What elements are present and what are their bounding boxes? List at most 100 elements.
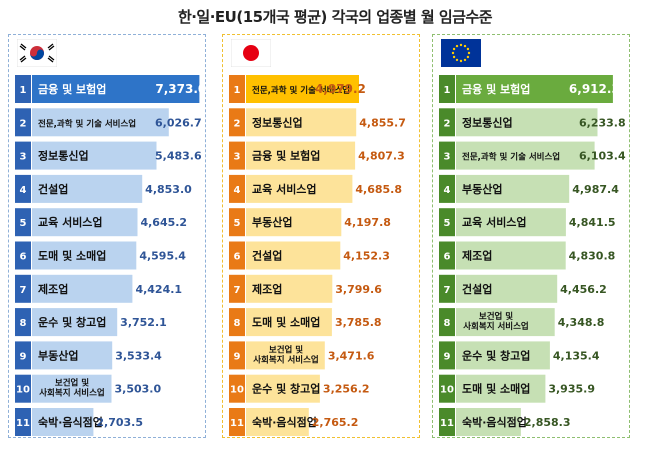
category-label: 전문,과학 및 기술 서비스업 — [252, 85, 350, 96]
rank-label: 7 — [444, 285, 451, 296]
bar — [456, 341, 550, 370]
value-label: 4,348.8 — [558, 316, 605, 329]
rank-label: 2 — [444, 118, 451, 129]
value-label: 6,026.7 — [155, 116, 202, 129]
category-label: 교육 서비스업 — [38, 215, 103, 229]
bar — [246, 174, 353, 203]
eu-flag-icon — [441, 39, 481, 67]
chart-title: 한·일·EU(15개국 평균) 각국의 업종별 월 임금수준 — [177, 8, 493, 26]
rank-box — [229, 75, 245, 103]
value-label: 4,685.8 — [355, 183, 402, 196]
bar — [246, 141, 356, 170]
rank-label: 3 — [234, 152, 241, 163]
bar — [32, 408, 94, 436]
bar — [246, 208, 342, 237]
value-label: 4,855.7 — [359, 116, 406, 129]
rank-label: 7 — [234, 285, 241, 296]
rank-label: 7 — [20, 285, 27, 296]
bar — [456, 75, 613, 103]
bar — [32, 174, 143, 203]
rank-box — [15, 208, 31, 237]
category-label: 제조업 — [252, 282, 282, 296]
value-label: 4,645.2 — [140, 216, 187, 229]
rank-box — [439, 75, 455, 103]
category-label: 보건업 및 — [269, 344, 303, 355]
rank-box — [229, 108, 245, 137]
rank-box — [229, 274, 245, 303]
category-label: 부동산업 — [252, 215, 292, 229]
rank-label: 4 — [444, 185, 451, 196]
category-label: 교육 서비스업 — [462, 215, 527, 229]
value-label: 6,233.8 — [579, 116, 626, 129]
rank-box — [439, 308, 455, 337]
bar — [456, 308, 555, 337]
bar — [32, 374, 112, 403]
bar — [32, 208, 138, 237]
value-label: 4,197.8 — [344, 216, 391, 229]
bar — [246, 274, 333, 303]
rank-box — [15, 108, 31, 137]
category-label: 보건업 및 — [55, 378, 89, 389]
value-label: 2,765.2 — [312, 416, 359, 429]
rank-label: 8 — [444, 318, 451, 329]
rank-box — [15, 341, 31, 370]
rank-label: 3 — [444, 152, 451, 163]
category-label: 교육 서비스업 — [252, 182, 317, 196]
rank-label: 6 — [444, 252, 451, 263]
value-label: 3,503.0 — [115, 383, 162, 396]
category-label: 금융 및 보험업 — [462, 82, 530, 96]
rank-box — [439, 141, 455, 170]
bar — [32, 241, 137, 270]
rank-box — [15, 308, 31, 337]
category-label: 운수 및 창고업 — [252, 382, 320, 396]
rank-label: 1 — [20, 85, 27, 96]
bar — [246, 308, 332, 337]
bar — [456, 208, 566, 237]
value-label: 2,703.5 — [96, 416, 143, 429]
rank-box — [15, 274, 31, 303]
category-label: 도매 및 소매업 — [462, 382, 530, 396]
rank-label: 4 — [234, 185, 241, 196]
category-label: 숙박·음식점업 — [38, 415, 103, 429]
category-label: 숙박·음식점업 — [252, 415, 317, 429]
rank-label: 2 — [234, 118, 241, 129]
value-label: 3,785.8 — [335, 316, 382, 329]
category-label: 도매 및 소매업 — [252, 315, 320, 329]
rank-box — [439, 274, 455, 303]
rank-box — [439, 208, 455, 237]
rank-label: 5 — [444, 218, 451, 229]
category-label: 전문,과학 및 기술 서비스업 — [38, 118, 136, 129]
korea-flag-icon — [17, 39, 57, 67]
value-label: 3,799.6 — [335, 283, 382, 296]
rank-label: 5 — [20, 218, 27, 229]
japan-panel: 1 전문,과학 및 기술 서비스업 4,979.2 2 정보통신업 4,855.7 3 금융 … — [222, 34, 420, 438]
rank-label: 8 — [234, 318, 241, 329]
rank-label: 8 — [20, 318, 27, 329]
value-label: 4,979.2 — [315, 82, 366, 96]
rank-label: 1 — [234, 85, 241, 96]
korea-bar-chart: 1 금융 및 보험업 7,373.0 2 전문,과학 및 기술 서비스업 6,026.7 3… — [15, 75, 206, 436]
rank-label: 9 — [444, 351, 451, 362]
eu-panel: 1 금융 및 보험업 6,912.3 2 정보통신업 6,233.8 3 전문,과학 및 기술… — [432, 34, 630, 438]
category-label: 도매 및 소매업 — [38, 249, 106, 263]
value-label: 3,752.1 — [120, 316, 167, 329]
value-label: 4,987.4 — [572, 183, 619, 196]
rank-box — [15, 374, 31, 403]
value-label: 4,807.3 — [358, 150, 405, 163]
rank-label: 2 — [20, 118, 27, 129]
value-label: 2,858.3 — [524, 416, 571, 429]
value-label: 4,830.8 — [569, 250, 616, 263]
bar — [456, 174, 570, 203]
rank-label: 10 — [440, 385, 454, 396]
rank-label: 4 — [20, 185, 27, 196]
category-label: 부동산업 — [38, 348, 78, 362]
category-label: 전문,과학 및 기술 서비스업 — [462, 152, 560, 163]
rank-label: 11 — [440, 418, 454, 429]
rank-box — [439, 341, 455, 370]
value-label: 4,135.4 — [553, 349, 600, 362]
japan-flag-icon — [231, 39, 271, 67]
rank-box — [439, 174, 455, 203]
category-label: 사회복지 서비스업 — [39, 388, 105, 399]
category-label: 운수 및 창고업 — [38, 315, 106, 329]
